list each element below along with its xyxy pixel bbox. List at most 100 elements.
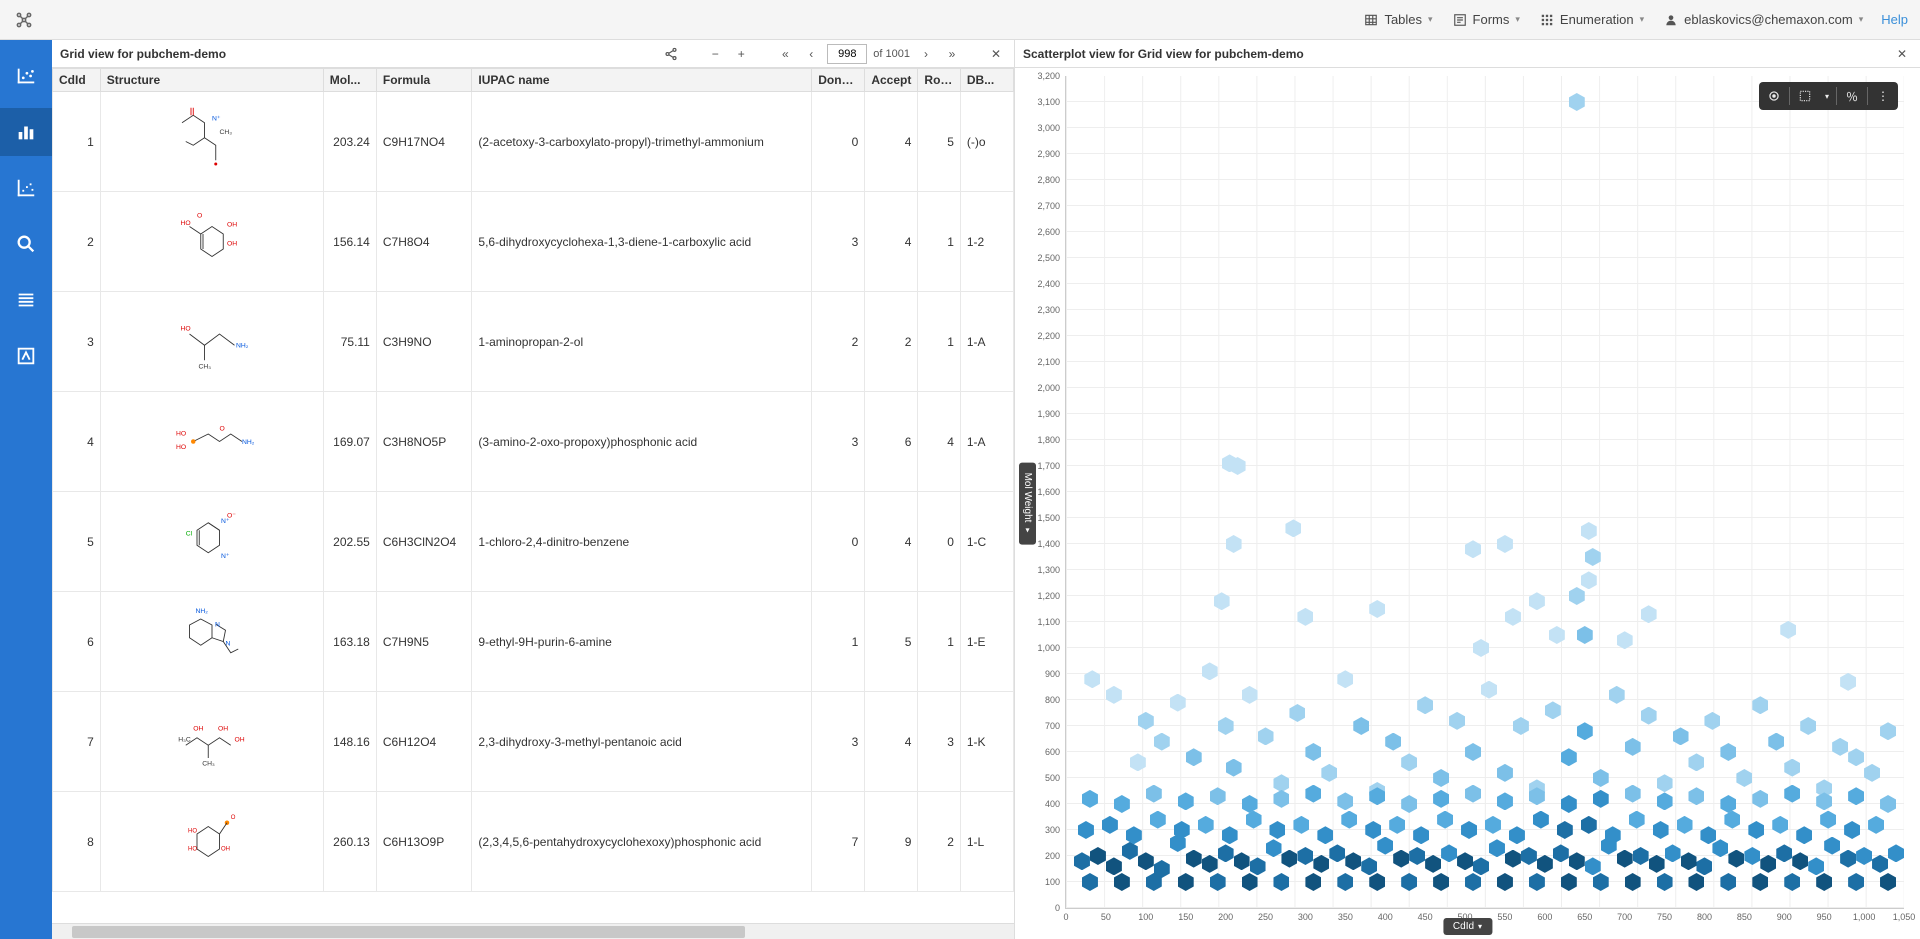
hex-bin[interactable] xyxy=(1581,571,1597,589)
hex-bin[interactable] xyxy=(1688,873,1704,891)
hex-bin[interactable] xyxy=(1285,519,1301,537)
column-header-structure[interactable]: Structure xyxy=(100,69,323,92)
table-row[interactable]: 6NH₂NN163.18C7H9N59-ethyl-9H-purin-6-ami… xyxy=(53,592,1014,692)
hex-bin[interactable] xyxy=(1202,855,1218,873)
eblaskovics-chemaxon-com-menu[interactable]: eblaskovics@chemaxon.com▾ xyxy=(1654,8,1873,31)
table-row[interactable]: 7OHOHOHH₃CCH₃148.16C6H12O42,3-dihydroxy-… xyxy=(53,692,1014,792)
hex-bin[interactable] xyxy=(1553,844,1569,862)
column-header-db[interactable]: DB... xyxy=(960,69,1013,92)
hex-bin[interactable] xyxy=(1752,696,1768,714)
hex-bin[interactable] xyxy=(1258,727,1274,745)
hex-bin[interactable] xyxy=(1497,873,1513,891)
list-icon[interactable] xyxy=(0,276,52,324)
column-header-mol[interactable]: Mol... xyxy=(323,69,376,92)
hex-bin[interactable] xyxy=(1657,774,1673,792)
hex-bin[interactable] xyxy=(1297,847,1313,865)
hex-bin[interactable] xyxy=(1321,764,1337,782)
hex-bin[interactable] xyxy=(1389,816,1405,834)
y-axis-label[interactable]: Mol Weight xyxy=(1019,462,1036,545)
hex-bin[interactable] xyxy=(1720,743,1736,761)
hex-bin[interactable] xyxy=(1341,811,1357,829)
select-icon[interactable] xyxy=(1792,84,1818,108)
hex-bin[interactable] xyxy=(1824,837,1840,855)
hex-bin[interactable] xyxy=(1657,792,1673,810)
forms-menu[interactable]: Forms▾ xyxy=(1443,8,1530,31)
hex-bin[interactable] xyxy=(1856,847,1872,865)
column-header-formula[interactable]: Formula xyxy=(376,69,472,92)
hex-bin[interactable] xyxy=(1082,790,1098,808)
hex-bin[interactable] xyxy=(1784,759,1800,777)
hex-bin[interactable] xyxy=(1074,852,1090,870)
hex-bin[interactable] xyxy=(1728,850,1744,868)
next-page-button[interactable]: › xyxy=(916,44,936,64)
hex-bin[interactable] xyxy=(1673,727,1689,745)
hex-bin[interactable] xyxy=(1329,844,1345,862)
hex-bin[interactable] xyxy=(1533,811,1549,829)
hex-bin[interactable] xyxy=(1617,631,1633,649)
table-row[interactable]: 8HOHOOHO260.13C6H13O9P(2,3,4,5,6-pentahy… xyxy=(53,792,1014,892)
select-dropdown-icon[interactable]: ▾ xyxy=(1820,84,1834,108)
hex-bin[interactable] xyxy=(1090,847,1106,865)
hex-bin[interactable] xyxy=(1844,821,1860,839)
hex-bin[interactable] xyxy=(1808,857,1824,875)
hex-bin[interactable] xyxy=(1305,785,1321,803)
hex-bin[interactable] xyxy=(1617,850,1633,868)
hex-bin[interactable] xyxy=(1401,873,1417,891)
hex-bin[interactable] xyxy=(1585,857,1601,875)
more-icon[interactable]: ⋮ xyxy=(1870,84,1896,108)
hex-bin[interactable] xyxy=(1138,852,1154,870)
hex-bin[interactable] xyxy=(1084,670,1100,688)
hex-bin[interactable] xyxy=(1082,873,1098,891)
hex-bin[interactable] xyxy=(1250,857,1266,875)
analysis-icon[interactable] xyxy=(0,52,52,100)
hex-bin[interactable] xyxy=(1242,686,1258,704)
hex-bin[interactable] xyxy=(1473,857,1489,875)
hex-bin[interactable] xyxy=(1513,717,1529,735)
hex-bin[interactable] xyxy=(1780,621,1796,639)
table-row[interactable]: 3HONH₂CH₃75.11C3H9NO1-aminopropan-2-ol22… xyxy=(53,292,1014,392)
bar-chart-icon[interactable] xyxy=(0,108,52,156)
hex-bin[interactable] xyxy=(1784,873,1800,891)
hex-bin[interactable] xyxy=(1724,811,1740,829)
hex-bin[interactable] xyxy=(1234,852,1250,870)
hex-bin[interactable] xyxy=(1880,873,1896,891)
help-link[interactable]: Help xyxy=(1881,12,1908,27)
hex-bin[interactable] xyxy=(1816,792,1832,810)
hex-bin[interactable] xyxy=(1210,787,1226,805)
hex-bin[interactable] xyxy=(1864,764,1880,782)
hex-bin[interactable] xyxy=(1273,774,1289,792)
hex-bin[interactable] xyxy=(1649,855,1665,873)
search-icon[interactable] xyxy=(0,220,52,268)
table-row[interactable]: 1CH₃N⁺203.24C9H17NO4(2-acetoxy-3-carboxy… xyxy=(53,92,1014,192)
hex-bin[interactable] xyxy=(1816,873,1832,891)
close-panel-button[interactable]: ✕ xyxy=(986,44,1006,64)
hex-bin[interactable] xyxy=(1784,785,1800,803)
hex-bin[interactable] xyxy=(1186,850,1202,868)
hex-bin[interactable] xyxy=(1569,852,1585,870)
hex-bin[interactable] xyxy=(1425,855,1441,873)
hex-bin[interactable] xyxy=(1449,712,1465,730)
target-icon[interactable] xyxy=(1761,84,1787,108)
hex-bin[interactable] xyxy=(1537,855,1553,873)
grid-table-wrap[interactable]: CdIdStructureMol...FormulaIUPAC nameDono… xyxy=(52,68,1014,923)
hex-bin[interactable] xyxy=(1545,701,1561,719)
hex-bin[interactable] xyxy=(1712,839,1728,857)
hex-bin[interactable] xyxy=(1313,855,1329,873)
hex-bin[interactable] xyxy=(1273,873,1289,891)
hex-bin[interactable] xyxy=(1138,712,1154,730)
horizontal-scrollbar[interactable] xyxy=(52,923,1014,939)
enumeration-menu[interactable]: Enumeration▾ xyxy=(1530,8,1654,31)
hex-bin[interactable] xyxy=(1289,704,1305,722)
column-header-donors[interactable]: Donors xyxy=(812,69,865,92)
diagram-icon[interactable] xyxy=(0,332,52,380)
percent-icon[interactable]: ％ xyxy=(1839,84,1865,108)
hex-bin[interactable] xyxy=(1497,535,1513,553)
hex-bin[interactable] xyxy=(1281,850,1297,868)
hex-bin[interactable] xyxy=(1529,592,1545,610)
hex-bin[interactable] xyxy=(1437,811,1453,829)
hex-bin[interactable] xyxy=(1665,844,1681,862)
hex-bin[interactable] xyxy=(1226,759,1242,777)
hex-bin[interactable] xyxy=(1369,600,1385,618)
hex-bin[interactable] xyxy=(1409,847,1425,865)
hex-bin[interactable] xyxy=(1772,816,1788,834)
